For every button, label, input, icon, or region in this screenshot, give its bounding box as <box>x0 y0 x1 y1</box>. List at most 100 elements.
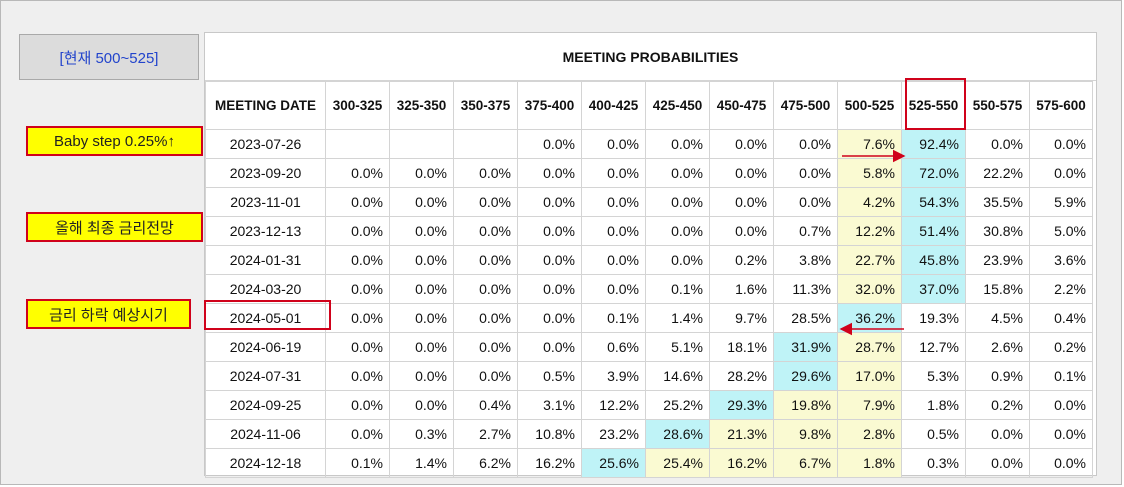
probability-cell: 0.0% <box>1029 129 1093 159</box>
meeting-date-cell: 2024-01-31 <box>205 245 326 275</box>
probability-cell: 0.0% <box>965 419 1030 449</box>
probability-cell: 0.1% <box>581 303 646 333</box>
probability-cell: 1.4% <box>645 303 710 333</box>
probability-cell: 21.3% <box>709 419 774 449</box>
probability-cell: 54.3% <box>901 187 966 217</box>
probability-cell: 0.0% <box>325 419 390 449</box>
probability-cell: 0.0% <box>773 187 838 217</box>
probability-cell: 0.0% <box>1029 158 1093 188</box>
probability-cell: 0.0% <box>773 129 838 159</box>
meeting-date-cell: 2024-03-20 <box>205 274 326 304</box>
probability-cell: 0.2% <box>1029 332 1093 362</box>
probability-cell: 9.7% <box>709 303 774 333</box>
probability-cell: 29.6% <box>773 361 838 391</box>
probability-cell: 0.0% <box>453 158 518 188</box>
probability-cell: 16.2% <box>517 448 582 478</box>
probability-cell: 0.0% <box>517 245 582 275</box>
header-range-575-600: 575-600 <box>1029 81 1093 130</box>
probability-cell: 14.6% <box>645 361 710 391</box>
probability-cell: 0.0% <box>517 216 582 246</box>
meeting-date-cell: 2023-11-01 <box>205 187 326 217</box>
header-range-475-500: 475-500 <box>773 81 838 130</box>
probability-cell: 0.0% <box>517 187 582 217</box>
probability-cell: 0.0% <box>325 303 390 333</box>
callout-baby-step: Baby step 0.25%↑ <box>26 126 203 156</box>
probability-cell: 15.8% <box>965 274 1030 304</box>
probability-cell: 0.9% <box>965 361 1030 391</box>
probability-cell: 32.0% <box>837 274 902 304</box>
header-range-300-325: 300-325 <box>325 81 390 130</box>
probability-cell: 0.0% <box>453 274 518 304</box>
probability-cell <box>325 129 390 159</box>
probability-cell: 0.5% <box>901 419 966 449</box>
probability-cell: 0.0% <box>773 158 838 188</box>
probability-cell: 0.4% <box>1029 303 1093 333</box>
probability-cell: 28.7% <box>837 332 902 362</box>
probability-cell: 28.2% <box>709 361 774 391</box>
probability-cell: 10.8% <box>517 419 582 449</box>
table-row: 2024-05-01 0.0% 0.0% 0.0% 0.0% 0.1% 1.4% 9.7% 28… <box>205 303 1093 333</box>
probability-cell: 0.0% <box>389 274 454 304</box>
meeting-date-cell: 2024-09-25 <box>205 390 326 420</box>
probability-cell: 0.0% <box>517 129 582 159</box>
probability-cell: 3.8% <box>773 245 838 275</box>
meeting-date-cell: 2024-06-19 <box>205 332 326 362</box>
probability-cell: 0.0% <box>645 245 710 275</box>
probability-cell: 12.2% <box>581 390 646 420</box>
probability-cell: 9.8% <box>773 419 838 449</box>
probability-cell: 7.6% <box>837 129 902 159</box>
probability-cell: 28.5% <box>773 303 838 333</box>
probability-cell: 23.2% <box>581 419 646 449</box>
probability-cell: 0.0% <box>517 332 582 362</box>
probability-cell: 0.0% <box>325 187 390 217</box>
probability-cell: 3.1% <box>517 390 582 420</box>
meeting-date-cell: 2023-09-20 <box>205 158 326 188</box>
probability-cell: 25.6% <box>581 448 646 478</box>
probability-cell: 0.0% <box>709 158 774 188</box>
probability-cell: 1.6% <box>709 274 774 304</box>
probability-cell: 12.7% <box>901 332 966 362</box>
table-body: 2023-07-26 0.0% 0.0% 0.0% 0.0% 0.0% 7.6% 92.4% 0… <box>205 129 1093 478</box>
table-row: 2024-09-25 0.0% 0.0% 0.4% 3.1% 12.2% 25.2% 29.3… <box>205 390 1093 420</box>
probability-cell: 92.4% <box>901 129 966 159</box>
probability-cell: 0.0% <box>1029 448 1093 478</box>
probability-cell: 37.0% <box>901 274 966 304</box>
probability-cell: 17.0% <box>837 361 902 391</box>
probability-cell: 18.1% <box>709 332 774 362</box>
probability-cell: 0.0% <box>581 245 646 275</box>
probability-cell: 1.4% <box>389 448 454 478</box>
probability-cell: 0.0% <box>389 187 454 217</box>
table-row: 2024-12-18 0.1% 1.4% 6.2% 16.2% 25.6% 25.4% 16.… <box>205 448 1093 478</box>
probability-cell: 0.0% <box>325 390 390 420</box>
probability-cell: 0.0% <box>709 129 774 159</box>
probability-cell: 0.0% <box>645 158 710 188</box>
probability-cell: 28.6% <box>645 419 710 449</box>
meeting-date-cell: 2023-12-13 <box>205 216 326 246</box>
probability-cell: 31.9% <box>773 332 838 362</box>
probability-cell: 0.0% <box>517 158 582 188</box>
probability-cell: 0.5% <box>517 361 582 391</box>
table-row: 2023-12-13 0.0% 0.0% 0.0% 0.0% 0.0% 0.0% 0.0% 0.… <box>205 216 1093 246</box>
probability-cell: 2.2% <box>1029 274 1093 304</box>
probability-cell: 19.8% <box>773 390 838 420</box>
probability-cell: 72.0% <box>901 158 966 188</box>
probability-cell: 0.0% <box>645 216 710 246</box>
date-highlight-box <box>204 300 331 330</box>
probability-cell: 0.0% <box>325 158 390 188</box>
probability-cell: 0.6% <box>581 332 646 362</box>
probability-cell: 0.1% <box>1029 361 1093 391</box>
probability-cell: 4.2% <box>837 187 902 217</box>
table-row: 2023-11-01 0.0% 0.0% 0.0% 0.0% 0.0% 0.0% 0.0% 0.… <box>205 187 1093 217</box>
probability-cell: 51.4% <box>901 216 966 246</box>
meeting-date-cell: 2024-11-06 <box>205 419 326 449</box>
probability-cell: 30.8% <box>965 216 1030 246</box>
chart-title: MEETING PROBABILITIES <box>205 33 1096 81</box>
header-range-425-450: 425-450 <box>645 81 710 130</box>
header-row: MEETING DATE 300-325 325-350 350-375 375-400… <box>205 81 1093 130</box>
probability-cell: 22.2% <box>965 158 1030 188</box>
probability-table: MEETING DATE 300-325 325-350 350-375 375-400… <box>205 81 1093 478</box>
probability-cell: 0.0% <box>709 216 774 246</box>
probability-cell: 36.2% <box>837 303 902 333</box>
probability-cell: 0.0% <box>389 158 454 188</box>
table-row: 2023-09-20 0.0% 0.0% 0.0% 0.0% 0.0% 0.0% 0.0% 0.… <box>205 158 1093 188</box>
